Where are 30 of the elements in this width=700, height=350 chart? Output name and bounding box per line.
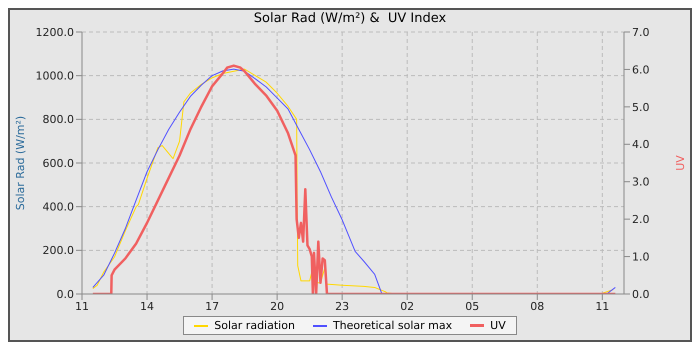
x-tick-label: 11 (595, 300, 610, 313)
y-tick-label: 0.0 (56, 288, 74, 301)
y-tick-label: 1000.0 (36, 70, 74, 83)
y-tick-label: 1200.0 (36, 26, 74, 39)
x-tick-label: 17 (205, 300, 220, 313)
x-tick-label: 02 (400, 300, 414, 313)
legend-label: Theoretical solar max (332, 319, 452, 332)
y2-tick-label: 6.0 (632, 63, 650, 76)
y2-tick-label: 2.0 (632, 213, 650, 226)
y2-tick-label: 7.0 (632, 26, 650, 39)
x-tick-label: 08 (530, 300, 544, 313)
x-tick-label: 23 (335, 300, 350, 313)
y-axis-title: Solar Rad (W/m²) (14, 116, 27, 210)
chart-title: Solar Rad (W/m²) & UV Index (254, 11, 446, 26)
y2-tick-label: 5.0 (632, 100, 650, 114)
y2-axis-title: UV (674, 154, 687, 171)
y-tick-label: 200.0 (42, 244, 74, 258)
x-tick-label: 14 (140, 300, 154, 313)
y2-tick-label: 0.0 (632, 288, 650, 301)
y-tick-label: 800.0 (42, 113, 74, 126)
x-tick-label: 05 (465, 300, 480, 313)
x-tick-label: 11 (75, 300, 89, 313)
legend-label: Solar radiation (214, 319, 295, 332)
y2-tick-label: 1.0 (632, 250, 650, 264)
legend-label: UV (490, 319, 506, 332)
x-tick-label: 20 (270, 300, 284, 313)
y2-tick-label: 3.0 (632, 176, 650, 189)
y-tick-label: 400.0 (42, 200, 74, 214)
y2-tick-label: 4.0 (632, 138, 650, 152)
y-tick-label: 600.0 (42, 156, 74, 170)
